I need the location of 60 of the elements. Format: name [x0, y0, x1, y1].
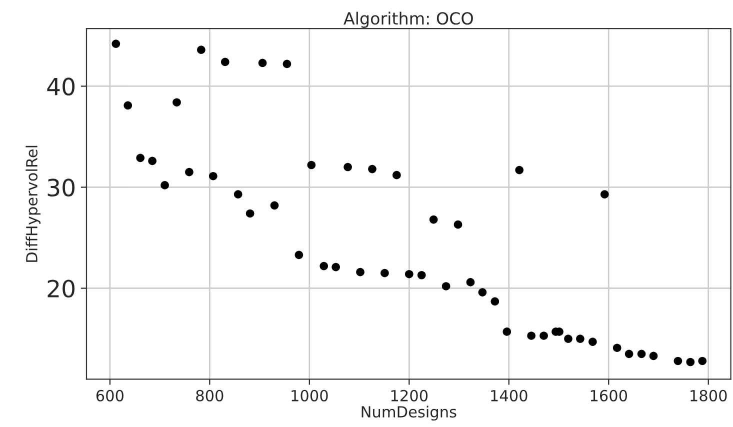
- point: [270, 201, 279, 210]
- point: [490, 297, 500, 306]
- point: [380, 268, 389, 278]
- point: [478, 288, 487, 296]
- point: [624, 350, 634, 358]
- point: [197, 46, 206, 54]
- point: [540, 332, 548, 340]
- y-axis-title: DiffHypervolRel: [26, 146, 40, 262]
- point: [112, 40, 120, 48]
- point: [307, 160, 316, 170]
- point: [185, 168, 194, 176]
- y-tick-label: 30: [48, 178, 75, 197]
- point: [649, 352, 658, 360]
- point: [502, 328, 512, 336]
- point: [698, 356, 707, 366]
- point: [172, 98, 181, 107]
- point: [515, 166, 524, 174]
- point: [466, 278, 475, 286]
- point: [160, 181, 169, 190]
- point: [220, 58, 230, 66]
- point: [344, 162, 352, 172]
- point: [208, 172, 218, 180]
- x-tick-label: 600: [96, 390, 124, 402]
- y-tick-label: 20: [48, 280, 75, 298]
- point: [282, 60, 292, 68]
- point: [442, 282, 450, 290]
- point: [564, 334, 572, 343]
- point: [332, 262, 340, 272]
- x-tick-label: 800: [196, 390, 224, 402]
- point: [600, 190, 609, 198]
- x-tick-label: 1600: [590, 390, 628, 402]
- point: [588, 338, 597, 346]
- point: [136, 154, 145, 162]
- point: [576, 334, 584, 343]
- point: [246, 209, 254, 218]
- point: [392, 170, 401, 180]
- point: [527, 332, 536, 340]
- point: [368, 164, 376, 174]
- point: [148, 156, 156, 166]
- point: [234, 190, 242, 198]
- y-tick-label: 40: [47, 78, 75, 96]
- x-axis-title: NumDesigns: [362, 406, 456, 421]
- point: [404, 270, 414, 278]
- point: [294, 250, 304, 260]
- point: [258, 58, 267, 68]
- point: [454, 220, 462, 229]
- point: [674, 356, 682, 366]
- point: [429, 215, 438, 224]
- point: [356, 268, 364, 276]
- point: [686, 358, 695, 366]
- point: [417, 270, 426, 280]
- x-tick-label: 1400: [491, 390, 528, 402]
- x-tick-label: 1800: [690, 390, 727, 402]
- x-tick-label: 1200: [391, 390, 428, 402]
- point: [320, 262, 328, 270]
- point: [612, 344, 622, 352]
- point: [637, 350, 646, 358]
- x-tick-label: 1000: [292, 390, 328, 402]
- chart-title: Algorithm: OCO: [344, 12, 473, 28]
- point: [124, 101, 132, 110]
